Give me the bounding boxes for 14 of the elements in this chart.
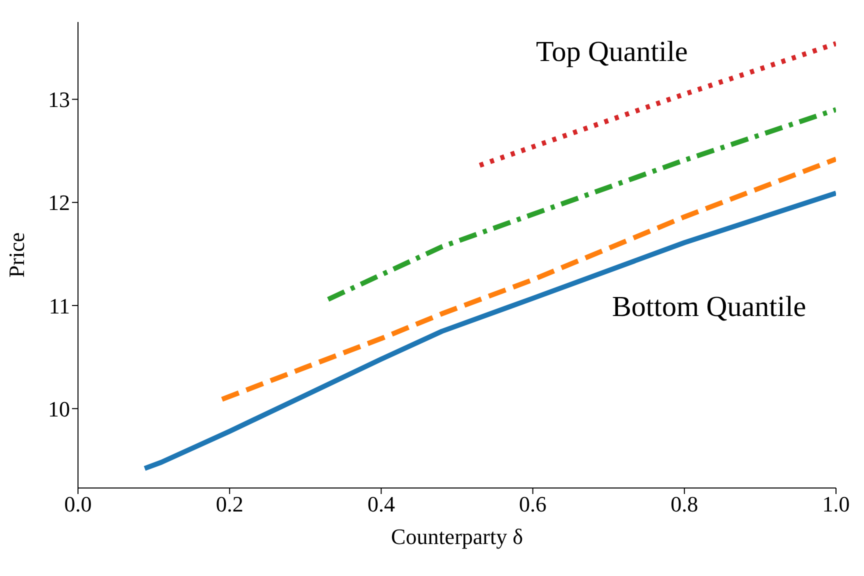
- y-tick-label: 12: [48, 190, 70, 216]
- annotation: Top Quantile: [536, 36, 688, 69]
- x-axis-title: Counterparty δ: [391, 524, 523, 549]
- annotation: Bottom Quantile: [612, 291, 806, 324]
- y-axis-title: Price: [4, 232, 29, 278]
- x-tick-label: 1.0: [822, 492, 850, 517]
- y-tick-label: 13: [48, 87, 70, 112]
- x-tick-label: 0.4: [367, 492, 395, 517]
- x-tick-label: 0.2: [216, 492, 244, 517]
- x-tick-label: 0.6: [519, 492, 547, 517]
- y-tick-label: 10: [48, 396, 70, 422]
- y-tick-label: 11: [48, 293, 70, 318]
- x-tick-label: 0.8: [670, 492, 698, 517]
- x-tick-label: 0.0: [64, 492, 92, 517]
